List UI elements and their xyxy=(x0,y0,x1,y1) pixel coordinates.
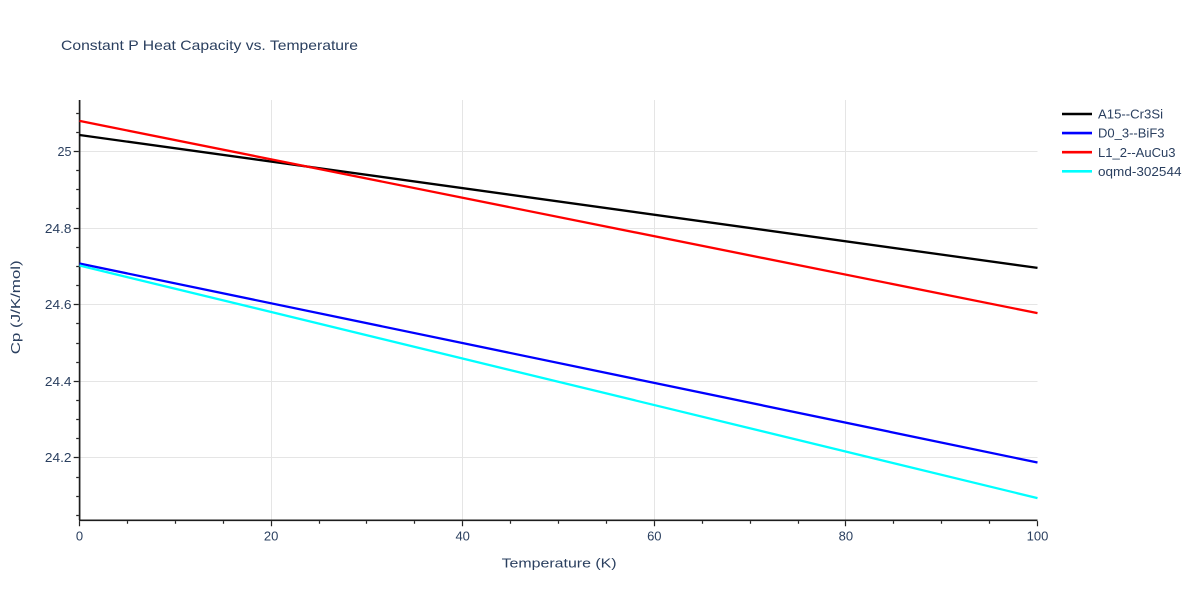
svg-text:A15--Cr3Si: A15--Cr3Si xyxy=(1098,107,1163,122)
svg-text:24.4: 24.4 xyxy=(45,374,72,389)
svg-text:25: 25 xyxy=(58,144,72,159)
svg-text:60: 60 xyxy=(647,528,661,543)
svg-text:40: 40 xyxy=(455,528,469,543)
svg-text:oqmd-302544: oqmd-302544 xyxy=(1098,164,1182,179)
svg-text:100: 100 xyxy=(1027,528,1049,543)
svg-text:24.2: 24.2 xyxy=(45,450,72,465)
svg-text:L1_2--AuCu3: L1_2--AuCu3 xyxy=(1098,145,1176,160)
svg-text:0: 0 xyxy=(76,528,83,543)
svg-text:20: 20 xyxy=(264,528,278,543)
svg-text:D0_3--BiF3: D0_3--BiF3 xyxy=(1098,126,1165,141)
svg-text:24.6: 24.6 xyxy=(45,297,72,312)
svg-text:Temperature (K): Temperature (K) xyxy=(502,555,617,570)
svg-text:80: 80 xyxy=(839,528,853,543)
svg-text:Constant P Heat Capacity vs. T: Constant P Heat Capacity vs. Temperature xyxy=(61,37,358,53)
svg-text:Cp (J/K/mol): Cp (J/K/mol) xyxy=(8,260,23,354)
svg-text:24.8: 24.8 xyxy=(45,221,72,236)
